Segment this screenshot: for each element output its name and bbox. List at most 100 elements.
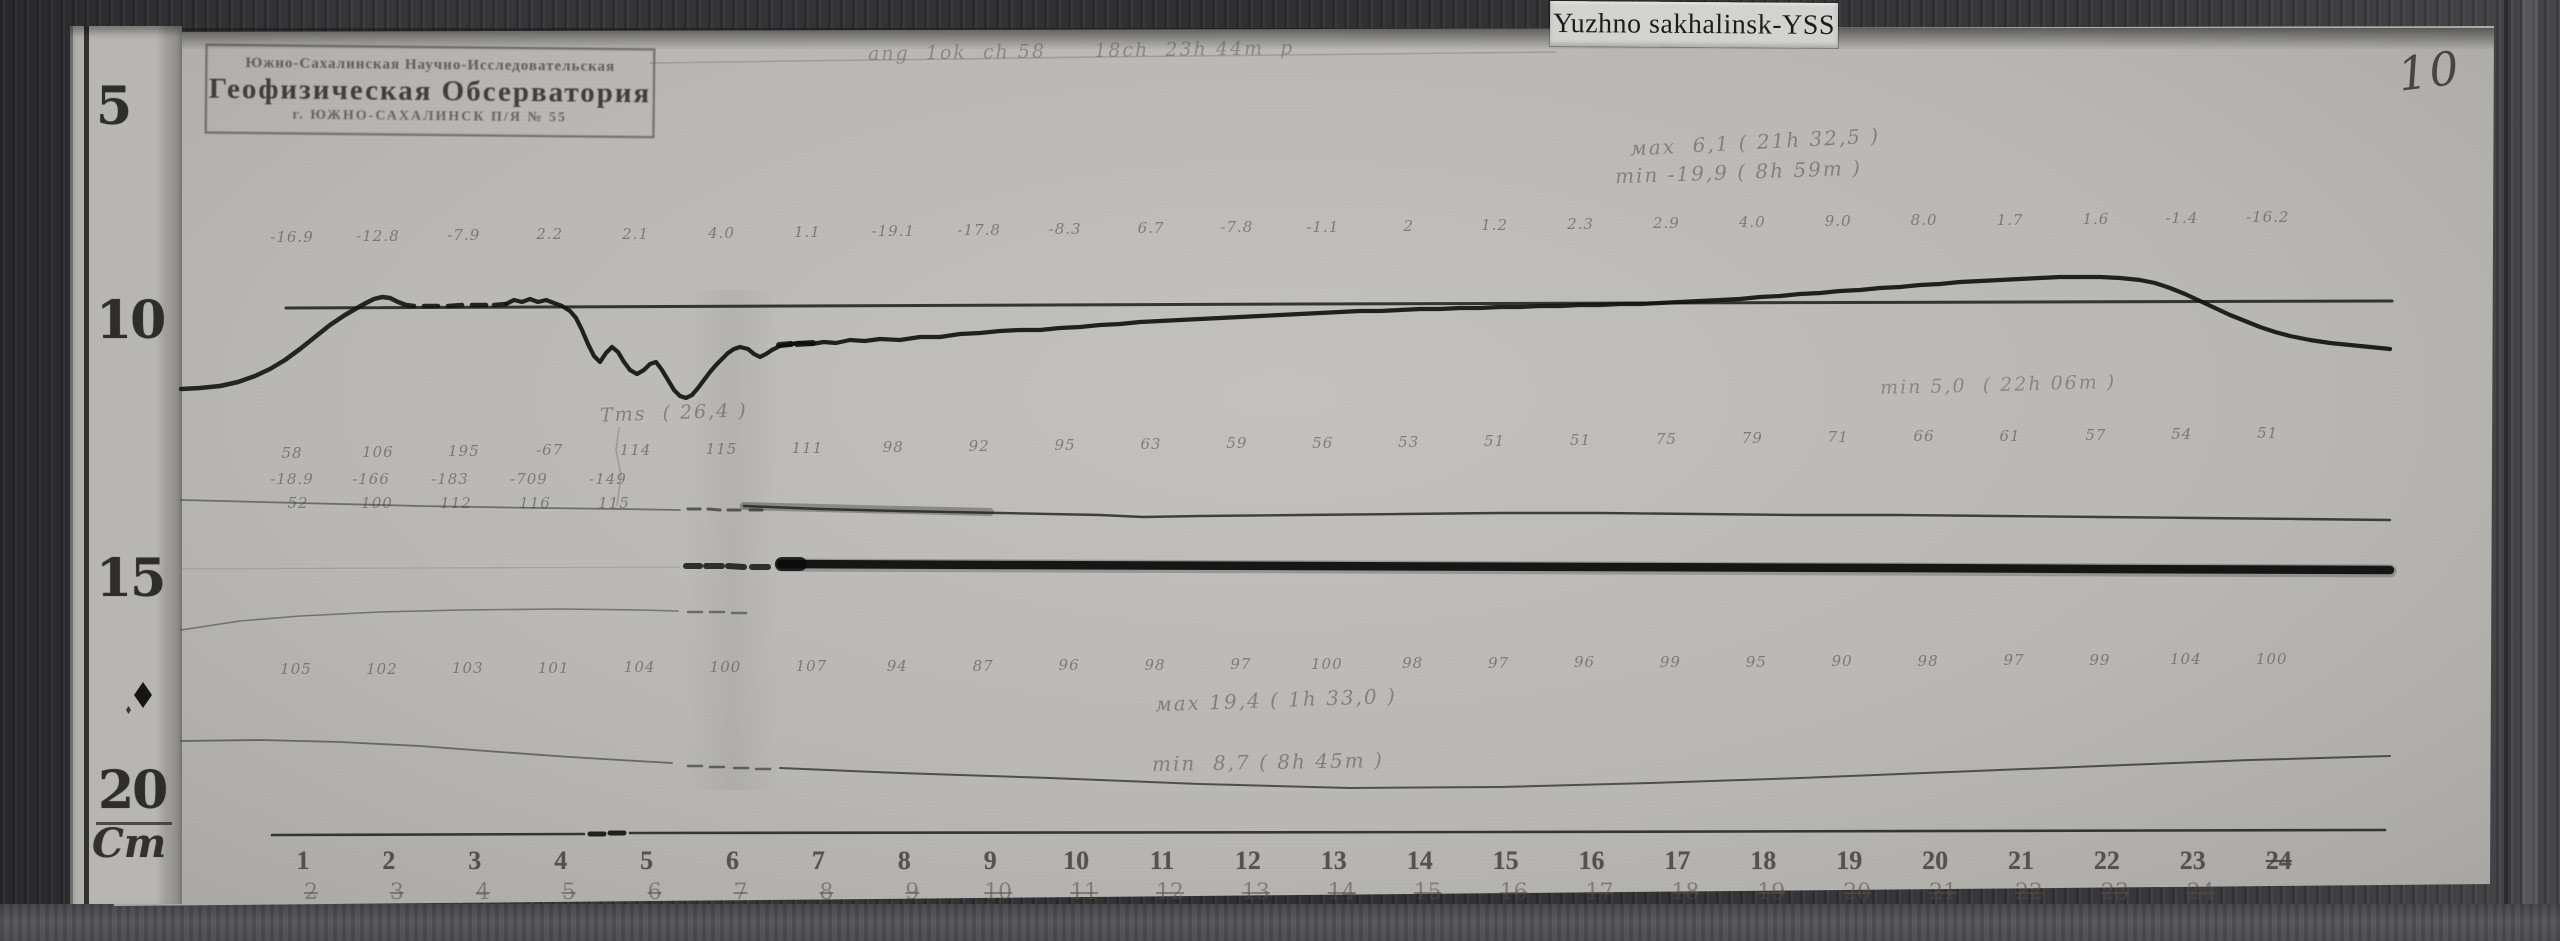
h-hourly-value-22: 1.6 (2082, 209, 2110, 228)
z-hourly-value-4: 101 (537, 658, 570, 677)
h-hourly-value-8: -19.1 (871, 221, 916, 240)
hour-renumbered-14: 15 (1413, 880, 1442, 905)
d-hourly-value-19: 71 (1827, 428, 1849, 447)
hour-label-4: 4 (554, 846, 568, 875)
ruler: 5 10 15 20 Cm (70, 0, 182, 941)
z-hourly-value-19: 90 (1831, 652, 1853, 671)
z-hourly-value-24: 100 (2255, 650, 2288, 668)
d-hourly-value-5: 114 (619, 440, 652, 459)
z-hourly-value-14: 98 (1402, 654, 1424, 673)
hour-renumbered-10: 11 (1070, 880, 1099, 905)
hour-renumbered-21: 22 (2015, 880, 2043, 905)
z-hourly-value-12: 97 (1230, 655, 1252, 674)
h-hourly-value-14: 2 (1403, 216, 1414, 235)
hour-renumbered-17: 18 (1671, 880, 1700, 905)
hour-renumbered-13: 14 (1327, 880, 1356, 905)
h-hourly-value-24: -16.2 (2245, 208, 2290, 226)
z-hourly-value-8: 94 (886, 656, 908, 675)
d-hourly-value-23: 54 (2171, 424, 2193, 443)
hour-label-11: 11 (1149, 846, 1175, 875)
table-front-edge (0, 904, 2560, 941)
h-hourly-value-11: 6.7 (1137, 219, 1165, 238)
hour-label-19: 19 (1836, 846, 1863, 875)
d-hourly-value-2: 106 (362, 443, 394, 462)
hour-renumbered-2: 3 (389, 880, 404, 905)
h-max-note: мах 6,1 ( 21h 32,5 ) (1629, 123, 1881, 161)
baseline-value-b-2: 100 (361, 494, 393, 512)
hour-label-17: 17 (1664, 846, 1691, 875)
hour-renumbered-6: 7 (733, 880, 748, 905)
d-hourly-value-16: 51 (1569, 430, 1592, 449)
h-hourly-value-3: -7.9 (447, 226, 481, 245)
d-hourly-value-4: -67 (536, 441, 564, 460)
hour-renumbered-8: 9 (905, 880, 920, 905)
d-hourly-value-20: 66 (1913, 427, 1935, 446)
baseline-value-a-2: -166 (352, 470, 390, 488)
ruler-mark-5: 5 (96, 76, 132, 137)
h-hourly-value-5: 2.1 (622, 224, 650, 243)
hour-renumbered-5: 6 (647, 880, 662, 905)
hour-renumbered-22: 23 (2100, 880, 2129, 905)
d-hourly-value-11: 63 (1140, 435, 1162, 454)
h-hourly-value-17: 2.9 (1652, 214, 1680, 233)
h-hourly-value-21: 1.7 (1996, 210, 2024, 229)
hour-label-12: 12 (1234, 846, 1261, 875)
h-hourly-value-7: 1.1 (793, 222, 821, 241)
d-hourly-value-3: 195 (447, 442, 480, 461)
z-hourly-value-9: 87 (972, 656, 994, 675)
top-pencil-note: аng 1ok ch 58 18ch 23h 44m p (867, 37, 1295, 65)
t-note: Тms ( 26,4 ) (599, 399, 749, 427)
d-hourly-value-7: 111 (791, 438, 824, 457)
ruler-mark-15: 15 (96, 548, 166, 609)
hour-label-8: 8 (897, 846, 911, 875)
baseline-value-a-5: -149 (589, 470, 627, 488)
baseline-value-a-1: -18.9 (270, 470, 314, 488)
d-hourly-value-12: 59 (1226, 434, 1248, 453)
z-hourly-value-5: 104 (623, 658, 656, 677)
d-hourly-value-17: 75 (1655, 430, 1677, 449)
hour-renumbered-19: 20 (1843, 880, 1872, 905)
d-hourly-value-10: 95 (1054, 436, 1076, 455)
z-hourly-value-13: 100 (1310, 654, 1343, 673)
hour-renumbered-16: 17 (1585, 880, 1614, 905)
baseline-value-b-3: 112 (440, 494, 472, 512)
ruler-mark-10: 10 (96, 290, 166, 351)
z-hourly-value-3: 103 (451, 659, 484, 678)
h-hourly-value-10: -8.3 (1048, 220, 1082, 239)
h-hourly-value-19: 9.0 (1824, 212, 1852, 231)
hour-label-1: 1 (296, 846, 310, 875)
h-hourly-value-15: 1.2 (1481, 215, 1509, 234)
hour-renumbered-3: 4 (475, 880, 490, 905)
h-hourly-value-1: -16.9 (270, 228, 314, 246)
h-hourly-value-12: -7.8 (1220, 218, 1254, 237)
d-hourly-value-22: 57 (2085, 425, 2107, 444)
hour-renumbered-11: 12 (1156, 880, 1184, 905)
d-hourly-value-21: 61 (1999, 426, 2021, 445)
h-min-note: min -19,9 ( 8h 59m ) (1614, 155, 1863, 189)
d-hourly-value-14: 53 (1398, 432, 1420, 451)
baseline-value-b-1: 52 (287, 494, 309, 512)
hour-label-9: 9 (983, 846, 997, 875)
hour-renumbered-9: 10 (984, 880, 1013, 905)
ruler-body (70, 26, 182, 904)
baseline-value-b-4: 116 (519, 494, 551, 512)
d-hourly-value-13: 56 (1312, 433, 1334, 452)
hour-label-18: 18 (1750, 846, 1777, 875)
z-min-note: min 5,0 ( 22h 06m ) (1879, 370, 2117, 400)
hour-label-10: 10 (1063, 846, 1090, 875)
baseline-value-a-4: -709 (510, 470, 548, 488)
hour-label-14: 14 (1406, 846, 1433, 875)
h-hourly-value-23: -1.4 (2165, 208, 2199, 227)
z-hourly-value-2: 102 (366, 659, 398, 678)
h-hourly-value-13: -1.1 (1306, 217, 1340, 236)
hour-renumbered-4: 5 (561, 880, 576, 905)
wood-grain-highlight (2522, 0, 2538, 941)
h-hourly-value-6: 4.0 (708, 223, 735, 242)
h-hourly-value-16: 2.3 (1567, 214, 1594, 233)
d-hourly-value-18: 79 (1741, 429, 1763, 448)
hour-renumbered-18: 19 (1757, 880, 1786, 905)
diamond-mark-icon (134, 682, 152, 708)
hour-renumbered-1: 2 (304, 880, 318, 905)
